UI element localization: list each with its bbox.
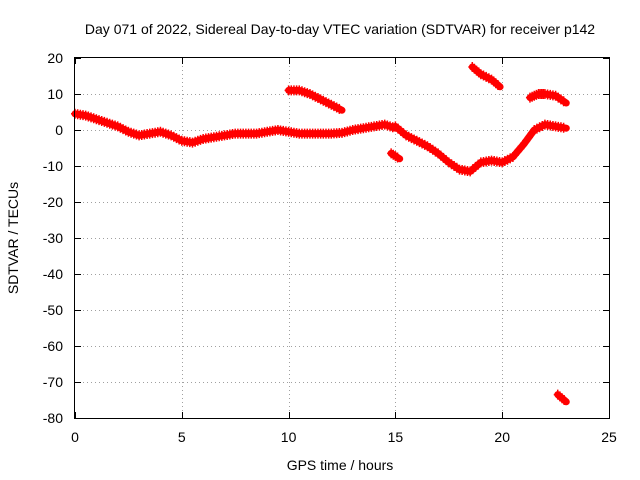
grid [75,58,609,418]
y-tick-label: -60 [43,338,63,354]
x-tick-label: 10 [281,429,297,445]
tick-layer: 0 5 10 15 20 25 20 10 0 -10 -20 -30 -40 -50 -60 -70 -80 [43,50,617,445]
y-tick-label: -70 [43,374,63,390]
y-tick-label: -80 [43,410,63,426]
y-tick-label: 20 [47,50,63,66]
x-tick-label: 5 [178,429,186,445]
series-layer [71,62,570,406]
y-tick-label: -50 [43,302,63,318]
y-tick-label: -30 [43,230,63,246]
x-tick-label: 0 [71,429,79,445]
y-axis-label: SDTVAR / TECUs [5,182,21,294]
y-tick-label: -20 [43,194,63,210]
chart-title: Day 071 of 2022, Sidereal Day-to-day VTE… [85,21,595,37]
y-tick-label: 10 [47,86,63,102]
x-tick-label: 25 [601,429,617,445]
x-axis-label: GPS time / hours [287,457,394,473]
data-point-marker [393,152,402,163]
data-point-marker [560,395,569,405]
x-tick-label: 15 [388,429,404,445]
x-tick-label: 20 [494,429,510,445]
data-point-marker [493,80,502,90]
y-tick-label: -10 [43,158,63,174]
data-point-marker [335,103,344,114]
data-point-marker [559,122,568,133]
data-point-marker [559,96,568,107]
plot-frame [74,57,610,419]
y-tick-label: -40 [43,266,63,282]
y-tick-label: 0 [55,122,63,138]
